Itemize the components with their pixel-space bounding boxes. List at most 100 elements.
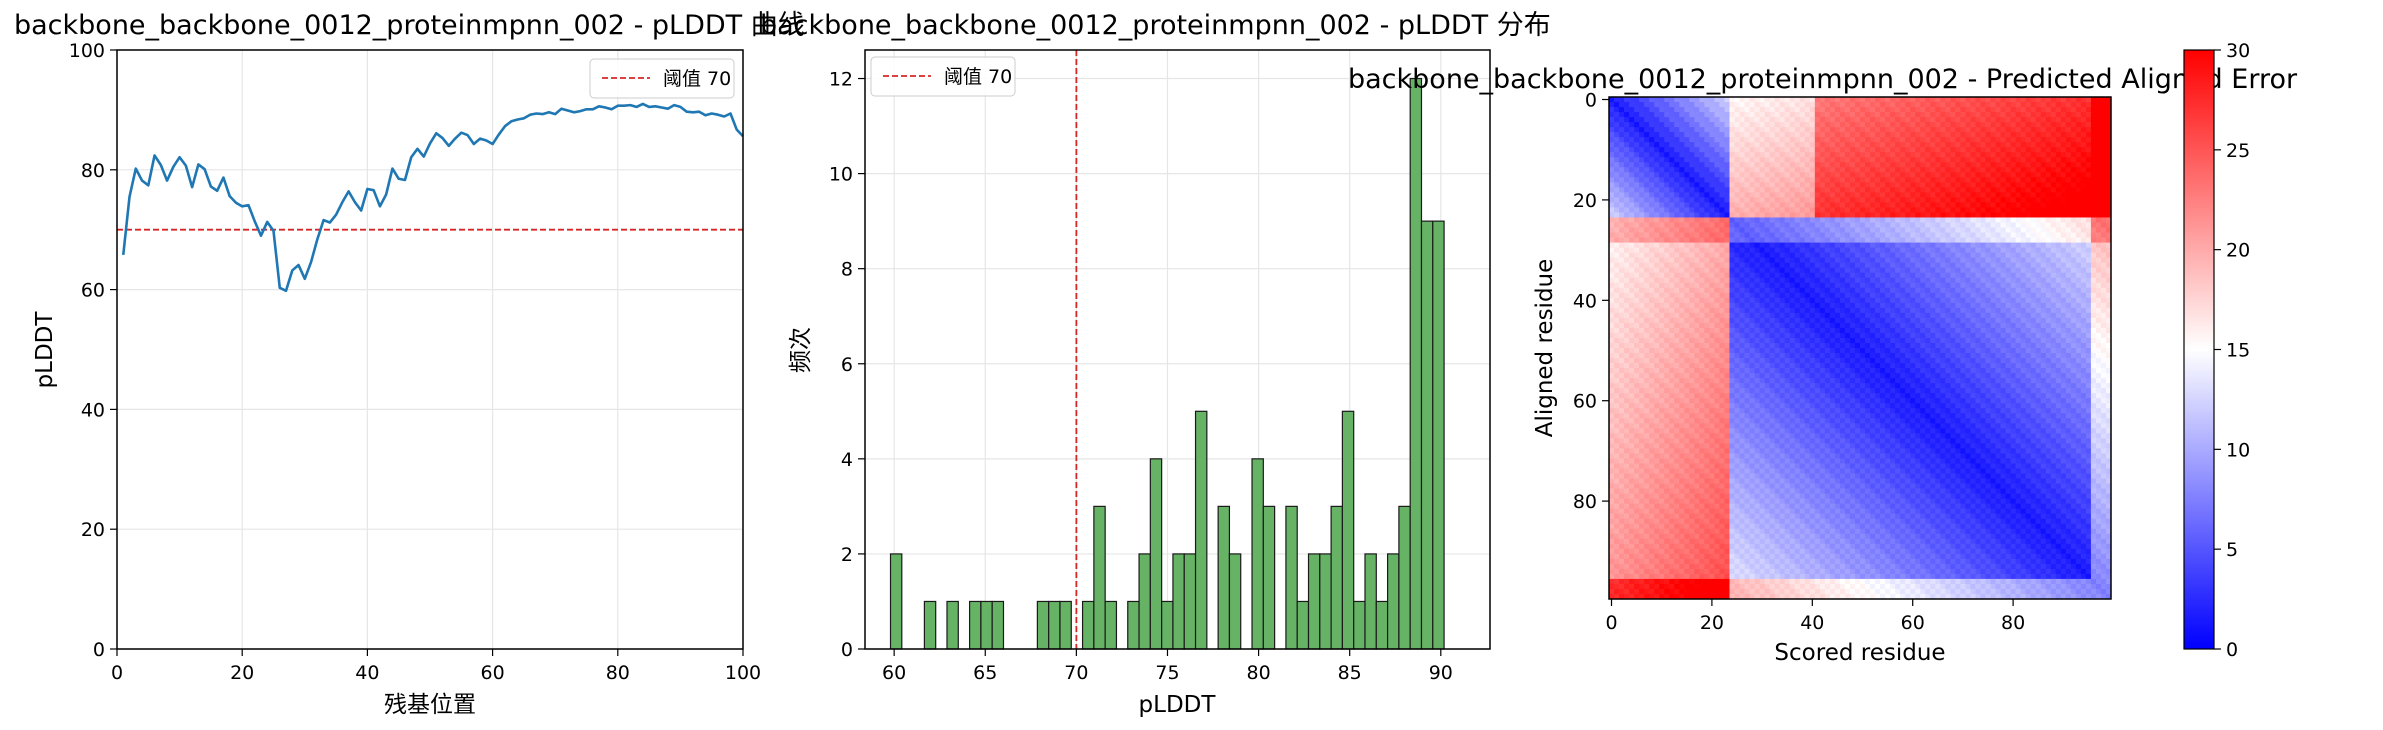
- pae-cell: [1699, 272, 1705, 279]
- pae-cell: [1754, 227, 1760, 233]
- pae-cell: [1870, 252, 1876, 259]
- pae-cell: [1819, 107, 1826, 113]
- pae-cell: [1960, 262, 1966, 269]
- pae-cell: [2050, 287, 2057, 294]
- pae-cell: [1774, 132, 1781, 138]
- pae-cell: [1980, 132, 1986, 138]
- pae-cell: [1865, 292, 1871, 299]
- pae-cell: [1624, 252, 1630, 259]
- pae-cell: [1935, 277, 1941, 284]
- pae-cell: [1719, 152, 1725, 158]
- pae-cell: [1634, 322, 1640, 329]
- pae-cell: [1614, 207, 1620, 213]
- pae-cell: [1634, 247, 1640, 254]
- pae-cell: [2025, 107, 2032, 113]
- pae-cell: [1674, 297, 1680, 304]
- pae-cell: [1614, 187, 1620, 193]
- pae-cell: [1759, 307, 1766, 314]
- pae-cell: [1860, 247, 1866, 254]
- pae-cell: [1749, 252, 1755, 259]
- pae-cell: [2070, 107, 2077, 113]
- pae-cell: [1799, 102, 1806, 108]
- pae-cell: [1744, 187, 1750, 193]
- pae-cell: [1794, 302, 1801, 309]
- pae-cell: [1854, 232, 1861, 238]
- pae-cell: [1870, 327, 1876, 334]
- pae-cell: [1875, 222, 1881, 228]
- pae-cell: [1990, 162, 1996, 168]
- pae-cell: [2040, 197, 2047, 203]
- pae-cell: [1724, 162, 1730, 168]
- pae-cell: [1955, 332, 1961, 339]
- pae-cell: [1639, 232, 1645, 238]
- pae-cell: [2085, 277, 2092, 284]
- pae-cell: [1940, 227, 1946, 233]
- pae-cell: [1950, 312, 1956, 319]
- pae-cell: [2100, 202, 2107, 208]
- pae-cell: [1759, 252, 1766, 259]
- pae-cell: [2030, 192, 2037, 198]
- pae-cell: [1689, 172, 1695, 178]
- pae-cell: [1724, 227, 1730, 233]
- pae-cell: [1915, 217, 1921, 223]
- pae-cell: [1844, 182, 1851, 188]
- pae-cell: [1644, 107, 1650, 113]
- pae-cell: [1814, 187, 1821, 193]
- pae-cell: [1784, 212, 1791, 218]
- pae-cell: [1975, 237, 1981, 243]
- pae-cell: [1779, 132, 1786, 138]
- pae-cell: [1719, 97, 1725, 103]
- pae-cell: [1794, 192, 1801, 198]
- pae-cell: [2075, 297, 2082, 304]
- pae-cell: [2080, 292, 2087, 299]
- pae-cell: [1734, 332, 1740, 339]
- pae-cell: [1975, 252, 1981, 259]
- pae-cell: [1634, 332, 1640, 339]
- pae-cell: [1689, 327, 1695, 334]
- histogram-bar: [1194, 410, 1208, 650]
- pae-cell: [1634, 192, 1640, 198]
- pae-cell: [1965, 127, 1971, 133]
- pae-cell: [2045, 267, 2052, 274]
- pae-cell: [1624, 172, 1630, 178]
- pae-cell: [2080, 232, 2087, 238]
- pae-cell: [2020, 217, 2027, 223]
- pae-cell: [1975, 177, 1981, 183]
- pae-cell: [1875, 292, 1881, 299]
- pae-cell: [2025, 262, 2032, 269]
- pae-cell: [1729, 172, 1735, 178]
- pae-cell: [1839, 307, 1846, 314]
- pae-cell: [1614, 222, 1620, 228]
- pae-cell: [2070, 147, 2077, 153]
- pae-cell: [1629, 227, 1635, 233]
- pae-cell: [1844, 232, 1851, 238]
- pae-cell: [1834, 267, 1841, 274]
- pae-cell: [1754, 292, 1760, 299]
- pae-cell: [1754, 97, 1760, 103]
- pae-cell: [2060, 187, 2067, 193]
- pae-cell: [2010, 332, 2017, 339]
- pae-cell: [1804, 172, 1811, 178]
- pae-cell: [2040, 217, 2047, 223]
- pae-cell: [1739, 107, 1745, 113]
- pae-cell: [2095, 162, 2102, 168]
- pae-cell: [1875, 197, 1881, 203]
- pae-cell: [1784, 97, 1791, 103]
- pae-cell: [2075, 222, 2082, 228]
- pae-cell: [1995, 107, 2001, 113]
- pae-cell: [1985, 132, 1991, 138]
- pae-cell: [1754, 117, 1760, 123]
- pae-cell: [1930, 107, 1936, 113]
- pae-cell: [2020, 202, 2027, 208]
- pae-cell: [1714, 222, 1720, 228]
- pae-cell: [1819, 272, 1826, 279]
- pae-cell: [2035, 207, 2042, 213]
- pae-cell: [1970, 157, 1976, 163]
- pae-cell: [1654, 102, 1660, 108]
- pae-cell: [1624, 142, 1630, 148]
- pae-cell: [1900, 157, 1906, 163]
- pae-cell: [1699, 332, 1705, 339]
- pae-cell: [1694, 302, 1700, 309]
- pae-cell: [1769, 202, 1776, 208]
- pae-cell: [1995, 242, 2001, 248]
